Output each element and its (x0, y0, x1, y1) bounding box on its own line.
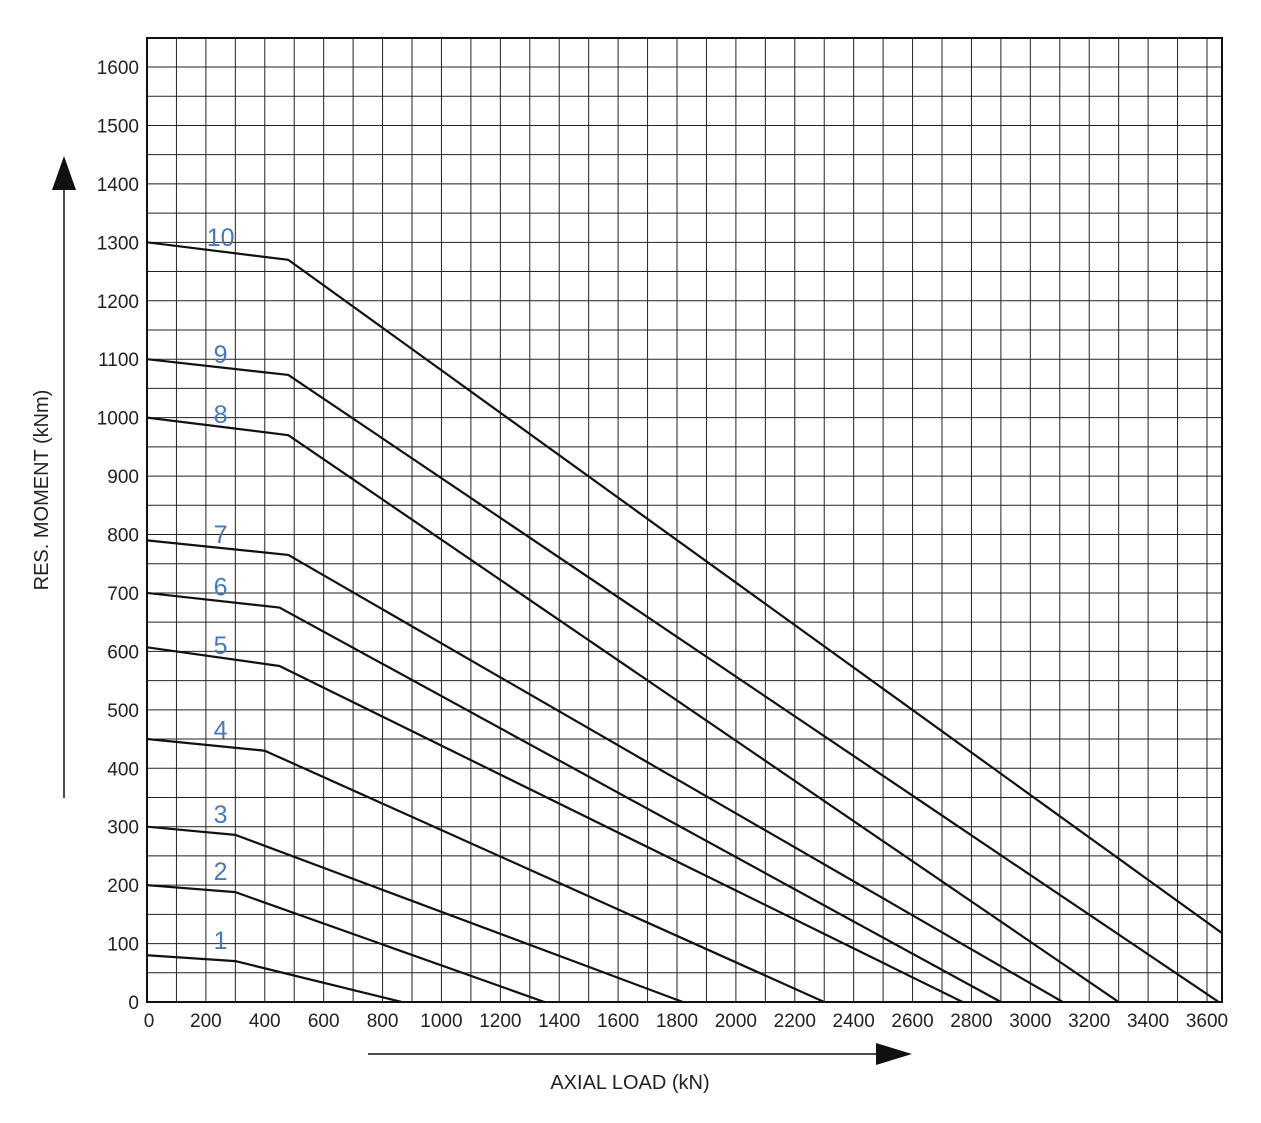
x-tick-label: 2000 (715, 1011, 757, 1032)
y-tick-label: 900 (107, 467, 139, 488)
y-tick-label: 1000 (97, 409, 139, 430)
y-tick-label: 100 (107, 935, 139, 956)
x-axis-title: AXIAL LOAD (kN) (550, 1072, 709, 1094)
y-tick-label: 700 (107, 584, 139, 605)
series-label-6: 6 (214, 574, 228, 602)
x-tick-label: 800 (367, 1011, 399, 1032)
series-label-7: 7 (214, 521, 228, 549)
series-line-6 (147, 591, 1002, 1002)
y-tick-label: 1600 (97, 58, 139, 79)
series-line-2 (147, 884, 545, 1002)
x-tick-label: 600 (308, 1011, 340, 1032)
series-line-10 (147, 241, 1222, 935)
x-tick-label: 1400 (538, 1011, 580, 1032)
y-tick-label: 1500 (97, 116, 139, 137)
y-tick-label: 1400 (97, 175, 139, 196)
y-tick-label: 600 (107, 642, 139, 663)
x-tick-label: 1800 (656, 1011, 698, 1032)
plot-frame (146, 37, 1223, 1003)
series-line-4 (147, 737, 825, 1002)
series-label-9: 9 (214, 341, 228, 369)
series-line-1 (147, 954, 402, 1002)
x-tick-label: 400 (249, 1011, 281, 1032)
series-label-5: 5 (214, 632, 228, 660)
x-tick-label: 3600 (1186, 1011, 1228, 1032)
series-line-8 (147, 416, 1120, 1002)
series-label-1: 1 (214, 927, 228, 955)
x-tick-labels: 0 200 400 600 800 1000 1200 1400 1600 1800 2000 220… (144, 1011, 1228, 1032)
y-axis-title: RES. MOMENT (kNm) (31, 390, 53, 591)
x-axis-arrowhead (876, 1043, 912, 1065)
x-tick-label: 200 (190, 1011, 222, 1032)
y-tick-label: 1100 (98, 350, 139, 371)
x-tick-label: 1000 (420, 1011, 462, 1032)
series-label-3: 3 (214, 801, 228, 829)
y-tick-label: 1300 (97, 233, 139, 254)
series-label-4: 4 (214, 717, 228, 745)
series-label-2: 2 (214, 858, 228, 886)
y-tick-labels: 0 100 200 300 400 500 600 700 800 900 1000 1100 1200… (97, 58, 139, 1014)
y-tick-label: 400 (107, 759, 139, 780)
series-lines (147, 241, 1222, 1002)
x-tick-label: 2800 (950, 1011, 992, 1032)
series-label-10: 10 (207, 224, 235, 252)
y-tick-label: 1200 (97, 292, 139, 313)
y-tick-label: 800 (107, 526, 139, 547)
y-axis-arrowhead (52, 156, 76, 190)
series-line-9 (147, 358, 1220, 1002)
y-tick-label: 200 (107, 876, 139, 897)
x-tick-label: 2200 (774, 1011, 816, 1032)
y-tick-label: 300 (107, 818, 139, 839)
y-tick-label: 0 (128, 993, 139, 1014)
x-tick-label: 2600 (891, 1011, 933, 1032)
series-line-3 (147, 825, 684, 1002)
x-tick-label: 1200 (479, 1011, 521, 1032)
x-tick-label: 1600 (597, 1011, 639, 1032)
series-labels: 1 2 3 4 5 6 7 8 9 10 (207, 224, 235, 955)
grid (147, 38, 1222, 1002)
x-tick-label: 3000 (1009, 1011, 1051, 1032)
series-line-5 (147, 646, 964, 1002)
x-tick-label: 0 (144, 1011, 155, 1032)
series-line-7 (147, 539, 1064, 1002)
x-tick-label: 3400 (1127, 1011, 1169, 1032)
x-tick-label: 3200 (1068, 1011, 1110, 1032)
x-tick-label: 2400 (833, 1011, 875, 1032)
y-tick-label: 500 (107, 701, 139, 722)
series-label-8: 8 (214, 401, 228, 429)
